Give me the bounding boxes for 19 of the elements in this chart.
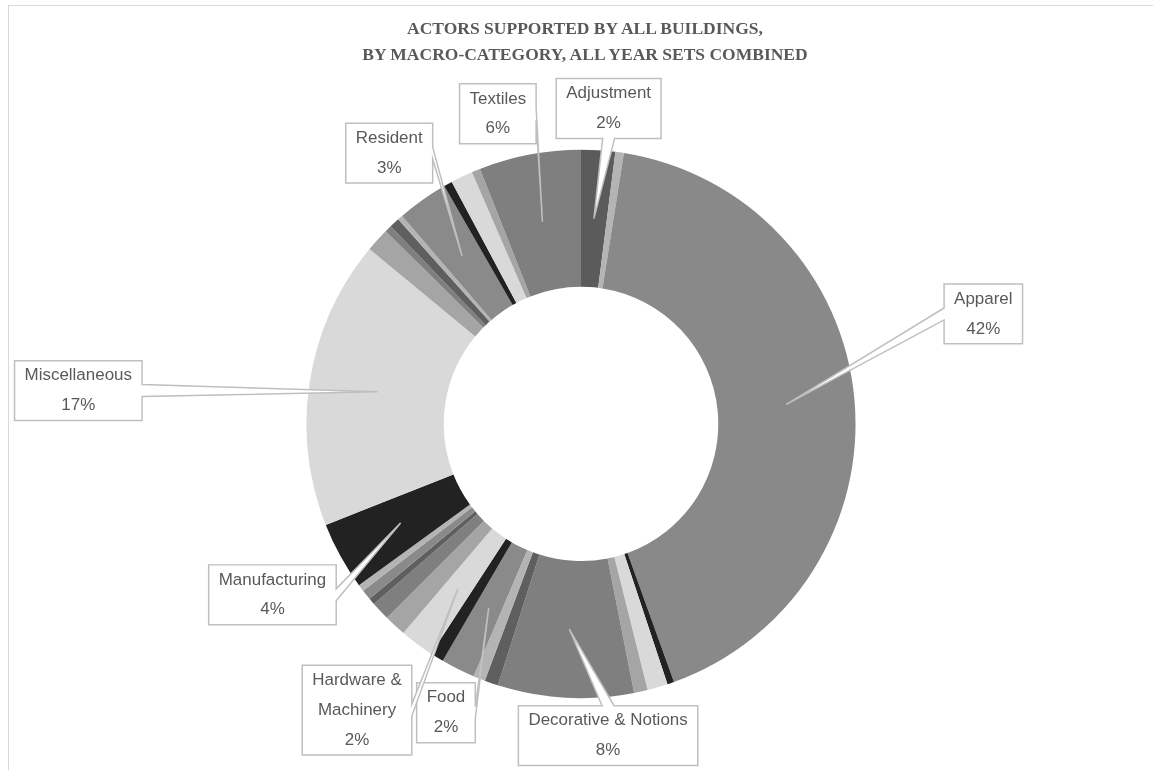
slice-label: Textiles	[469, 88, 527, 108]
data-label: 2%	[596, 113, 621, 133]
slice-label: Miscellaneous	[24, 365, 133, 385]
data-label: 2%	[344, 729, 370, 749]
data-label: 42%	[966, 318, 1001, 338]
data-label: 3%	[376, 157, 402, 177]
slice-label: Food	[426, 687, 466, 707]
slice-label: Hardware & Machinery	[312, 669, 403, 719]
slice-label: Decorative & Notions	[528, 710, 688, 730]
data-label: 6%	[485, 118, 511, 138]
data-label: 8%	[595, 740, 621, 760]
data-label: 4%	[260, 599, 285, 619]
slice-label: Manufacturing	[218, 569, 327, 589]
data-label: 17%	[61, 395, 96, 415]
slice-label: Adjustment	[566, 83, 652, 103]
data-label: 2%	[433, 717, 459, 737]
slice-label: Apparel	[954, 288, 1013, 308]
slice-label: Resident	[355, 127, 423, 147]
chart-title: ACTORS SUPPORTED BY ALL BUILDINGS, BY MACRO-CATEGORY, ALL YEAR SETS COMBINED	[361, 17, 809, 66]
